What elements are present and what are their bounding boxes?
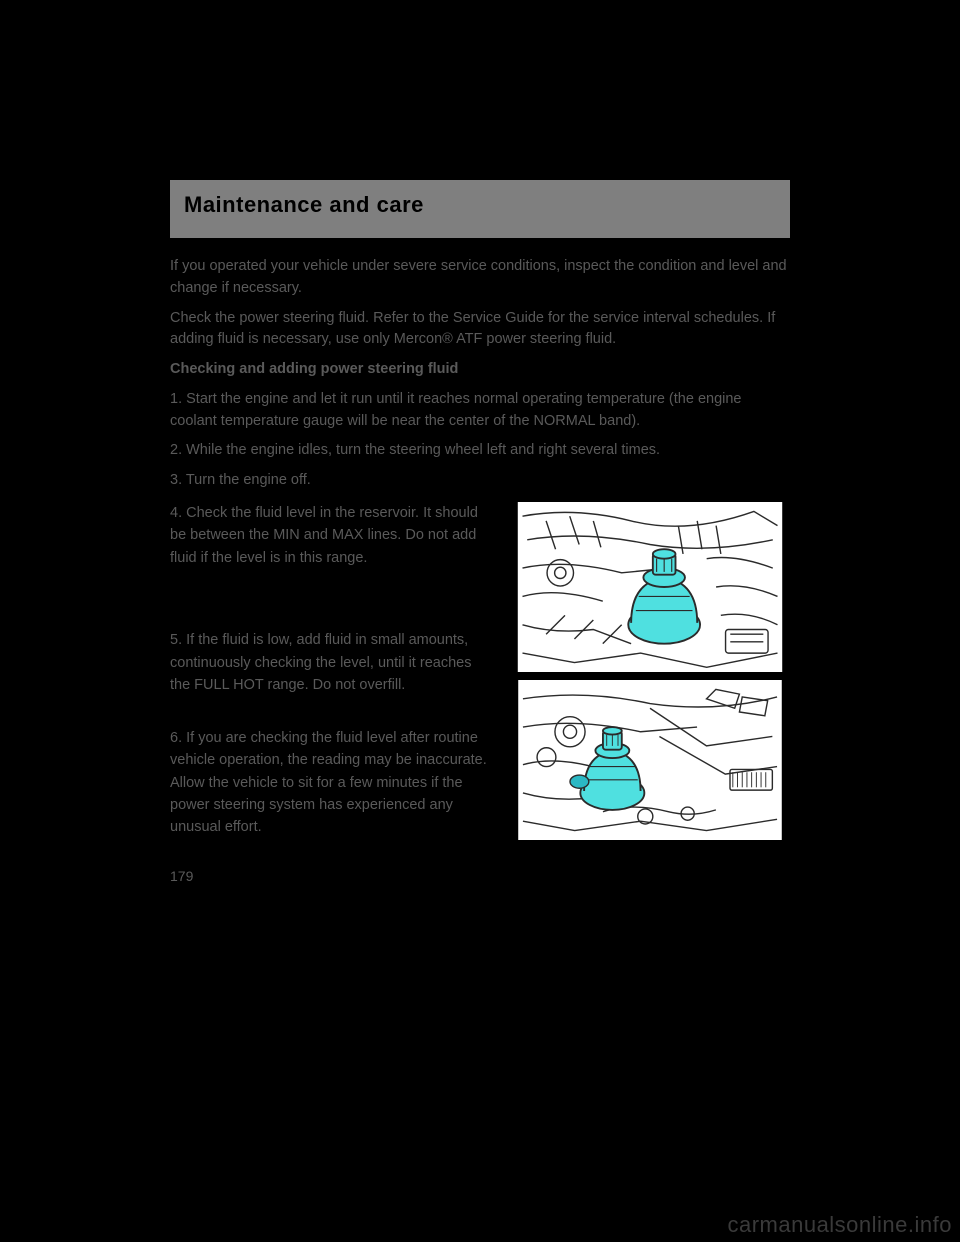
check-lead: Checking and adding power steering fluid (170, 359, 790, 381)
watermark: carmanualsonline.info (727, 1212, 952, 1238)
check-step3: 3. Turn the engine off. (170, 470, 790, 492)
engine-figure-1 (510, 502, 790, 672)
check-step2: 2. While the engine idles, turn the stee… (170, 440, 790, 462)
page-number: 179 (170, 868, 790, 884)
check-step4: 4. Check the fluid level in the reservoi… (170, 502, 492, 569)
engine-figure-2 (510, 680, 790, 840)
section-header: Maintenance and care (170, 180, 790, 238)
intro-p2: Check the power steering fluid. Refer to… (170, 308, 790, 352)
section-title: Maintenance and care (184, 192, 424, 217)
check-step6: 6. If you are checking the fluid level a… (170, 727, 492, 839)
check-step1: 1. Start the engine and let it run until… (170, 389, 790, 433)
intro-p1: If you operated your vehicle under sever… (170, 256, 790, 300)
intro-block: If you operated your vehicle under sever… (170, 256, 790, 492)
left-text-column: 4. Check the fluid level in the reservoi… (170, 502, 492, 839)
check-step5: 5. If the fluid is low, add fluid in sma… (170, 629, 492, 696)
